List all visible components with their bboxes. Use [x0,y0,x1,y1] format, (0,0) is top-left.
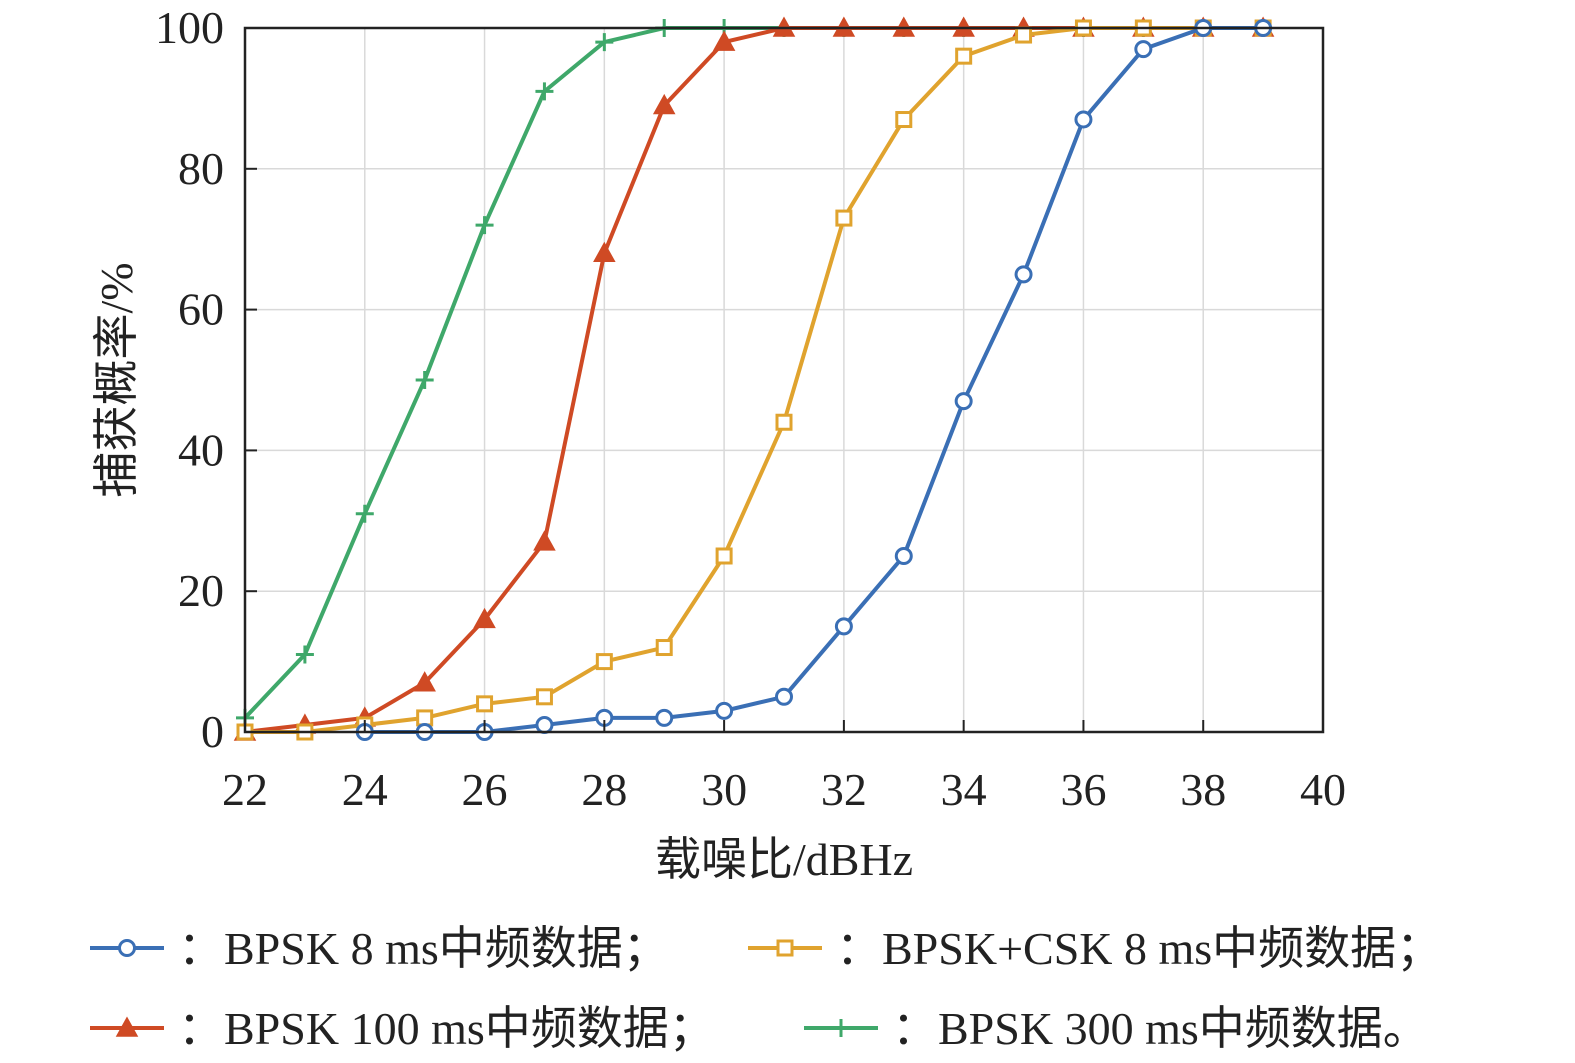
data-point [835,209,853,227]
axes: 22 24 26 28 30 32 34 36 38 40 0 20 40 60 80 100 [155,2,1346,815]
data-point [535,715,554,734]
x-tick-label: 28 [581,764,627,815]
data-point [712,30,736,51]
series-3 [233,16,1275,741]
data-point [476,695,494,713]
series-1 [355,19,1273,741]
y-tick-label: 60 [178,284,224,335]
data-point [895,111,913,129]
series-line [364,26,1264,734]
x-tick-label: 38 [1180,764,1226,815]
data-point [533,530,556,551]
data-point [416,709,434,727]
legend-marker [776,939,794,957]
x-tick-label: 32 [821,764,867,815]
legend-item: ：BPSK 8 ms中频数据； [90,923,669,974]
series-line [245,26,1264,734]
data-point [593,241,616,263]
legend-item: ：BPSK 100 ms中频数据； [90,1003,715,1054]
data-point [775,687,793,706]
legend-label: ：BPSK 100 ms中频数据； [178,1003,715,1054]
series-layer [233,16,1275,741]
data-point [652,93,676,115]
data-point [1074,110,1093,129]
data-point [595,33,614,52]
data-point [1015,26,1033,44]
x-tick-label: 34 [941,764,987,815]
legend-item: ：BPSK 300 ms中频数据。 [804,1003,1429,1054]
data-point [1134,40,1153,59]
legend-marker [115,1016,139,1037]
legend-marker [118,939,136,957]
legend: ：BPSK 8 ms中频数据； ：BPSK+CSK 8 ms中频数据； ：BPSK … [90,923,1442,1054]
data-point [473,607,496,629]
legend-label: ：BPSK+CSK 8 ms中频数据； [836,923,1442,974]
data-point [415,371,434,389]
data-point [535,688,553,706]
data-point [535,82,554,101]
x-axis-label: 载噪比/dBHz [655,834,913,885]
data-point [295,645,314,664]
data-point [475,216,494,235]
data-point [715,701,734,720]
y-tick-label: 0 [201,706,224,757]
legend-label: ：BPSK 8 ms中频数据； [178,923,669,974]
series-2 [236,19,1272,741]
x-tick-label: 22 [222,764,268,815]
x-tick-label: 26 [462,764,508,815]
data-point [954,392,973,411]
data-point [595,653,613,671]
plot-frame [243,26,1325,734]
y-tick-label: 20 [178,565,224,616]
y-tick-label: 100 [155,2,224,53]
series-line [244,26,1264,734]
data-point [775,413,793,431]
x-tick-label: 24 [342,764,388,815]
x-tick-label: 40 [1300,764,1346,815]
y-axis-label: 捕获概率/% [91,262,142,497]
y-tick-label: 40 [178,424,224,475]
data-point [655,708,674,727]
data-point [715,547,733,565]
legend-label: ：BPSK 300 ms中频数据。 [892,1003,1429,1054]
x-tick-label: 36 [1060,764,1106,815]
data-point [834,617,853,636]
data-point [355,504,374,523]
x-tick-label: 30 [701,764,747,815]
y-tick-label: 80 [178,143,224,194]
legend-marker [832,1019,850,1037]
series-line [243,26,1264,720]
data-point [1014,265,1033,284]
data-point [655,639,673,657]
series-4 [236,19,1273,727]
grid [244,27,1324,733]
legend-item: ：BPSK+CSK 8 ms中频数据； [748,923,1442,974]
data-point [413,671,436,692]
data-point [894,547,913,565]
data-point [955,47,973,65]
